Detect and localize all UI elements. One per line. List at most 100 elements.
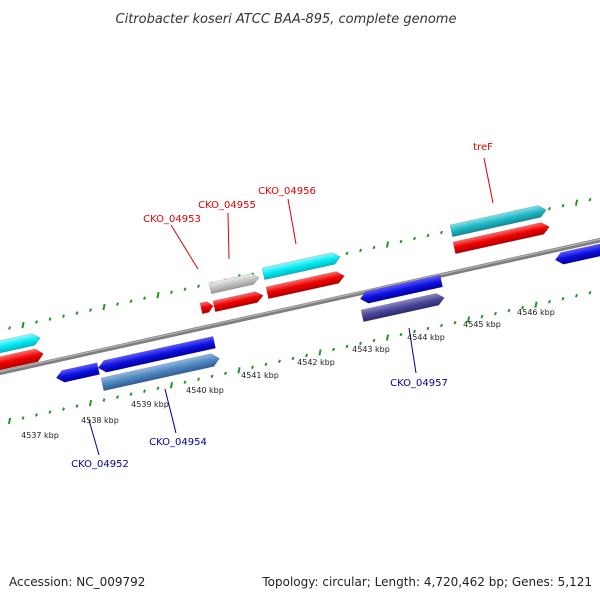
forward-scale-tick — [183, 287, 187, 291]
forward-scale-tick — [547, 206, 552, 211]
forward-scale-tick — [115, 302, 120, 306]
reverse-scale-tick — [142, 389, 147, 393]
forward-scale-tick — [75, 311, 79, 315]
label-leader-line — [164, 388, 177, 434]
reverse-scale-tick — [588, 290, 592, 295]
reverse-scale-tick — [88, 399, 93, 407]
reverse-scale-tick — [331, 347, 336, 352]
gene-cko-04956-cds — [261, 252, 341, 281]
reverse-scale-tick — [318, 349, 322, 356]
gene-label: CKO_04953 — [143, 214, 201, 225]
accession-text: Accession: NC_009792 — [9, 575, 145, 589]
reverse-scale-tick — [439, 323, 444, 328]
reverse-scale-tick — [115, 395, 120, 399]
reverse-scale-tick — [574, 293, 579, 298]
gene-tref-cds — [449, 205, 547, 238]
gene-cko-04956 — [265, 271, 345, 300]
forward-scale-tick — [34, 320, 39, 324]
scale-label: 4538 kbp — [81, 416, 119, 425]
reverse-scale-tick — [250, 365, 255, 370]
reverse-scale-tick — [223, 371, 228, 376]
reverse-scale-tick — [547, 299, 552, 304]
label-leader-line — [483, 157, 494, 204]
gene-label: CKO_04954 — [149, 437, 207, 448]
reverse-scale-tick — [61, 407, 66, 411]
map-title: Citrobacter koseri ATCC BAA-895, complet… — [116, 12, 457, 27]
gene-tref — [452, 222, 550, 255]
gene-label: CKO_04955 — [198, 200, 256, 211]
gene-label: CKO_04952 — [71, 459, 129, 470]
forward-scale-tick — [21, 321, 25, 329]
gene-features — [0, 205, 600, 391]
forward-scale-tick — [426, 233, 430, 238]
forward-scale-tick — [372, 245, 376, 250]
gene-label: CKO_04957 — [390, 378, 448, 389]
forward-scale-tick — [88, 308, 93, 312]
reverse-scale-tick — [345, 344, 349, 349]
genome-backbone-highlight — [0, 238, 600, 373]
gene-cko-04957 — [359, 274, 443, 304]
gene-cko-04957-cds — [360, 293, 445, 323]
gene-label: treF — [473, 142, 493, 153]
reverse-scale-tick — [480, 314, 484, 319]
reverse-scale-tick — [196, 377, 201, 381]
reverse-scale-tick — [399, 332, 403, 337]
scale-label: 4543 kbp — [352, 345, 390, 354]
reverse-scale-tick — [210, 374, 214, 379]
scale-label: 4540 kbp — [186, 386, 224, 395]
reverse-scale-tick — [75, 404, 79, 408]
reverse-scale-tick — [21, 416, 25, 420]
reverse-scale-tick — [169, 382, 174, 389]
reverse-scale-tick — [304, 353, 309, 358]
genome-backbone — [0, 237, 600, 376]
reverse-scale-tick — [358, 341, 363, 346]
forward-scale-tick — [439, 230, 444, 235]
forward-scale-tick — [561, 203, 565, 208]
label-leader-line — [227, 212, 230, 260]
gene-cko-04953 — [199, 301, 214, 315]
reverse-scale-tick — [34, 413, 39, 417]
label-leader-line — [408, 327, 417, 374]
gene-label: CKO_04956 — [258, 186, 316, 197]
forward-scale-tick — [102, 303, 106, 311]
reverse-scale-tick — [561, 296, 565, 301]
forward-scale-tick — [574, 199, 579, 206]
scale-label: 4546 kbp — [517, 308, 555, 317]
reverse-scale-tick — [277, 359, 282, 364]
gene-cko-04954-cds — [100, 353, 220, 391]
gene-forward-cyan — [0, 333, 41, 355]
forward-scale-tick — [358, 248, 363, 253]
reverse-scale-tick — [264, 362, 268, 367]
forward-scale-tick — [385, 241, 390, 248]
forward-scale-tick — [345, 251, 349, 256]
reverse-scale-tick — [426, 326, 430, 331]
reverse-scale-tick — [493, 311, 498, 316]
scale-label: 4542 kbp — [297, 358, 335, 367]
forward-scale-tick — [156, 292, 160, 299]
forward-scale-tick — [129, 299, 133, 303]
scale-labels: 4537 kbp 4538 kbp 4539 kbp 4540 kbp 4541 kbp… — [21, 308, 555, 440]
reverse-scale-tick — [520, 305, 525, 310]
label-leader-line — [287, 198, 297, 245]
forward-scale-tick — [142, 296, 147, 300]
reverse-scale-tick — [412, 329, 417, 334]
scale-label: 4539 kbp — [131, 400, 169, 409]
scale-label: 4544 kbp — [407, 333, 445, 342]
reverse-scale-tick — [466, 316, 471, 323]
reverse-scale-tick — [385, 334, 390, 341]
reverse-scale-tick — [453, 320, 457, 325]
reverse-scale-tick — [102, 398, 106, 402]
forward-scale-tick — [61, 314, 66, 318]
reverse-scale-tick — [156, 386, 160, 390]
scale-label: 4541 kbp — [241, 371, 279, 380]
gene-cko-04955 — [212, 291, 264, 313]
reverse-scale-tick — [534, 301, 538, 308]
topology-text: Topology: circular; Length: 4,720,462 bp… — [261, 575, 592, 589]
reverse-scale-tick — [129, 392, 133, 396]
forward-scale-tick — [7, 326, 12, 330]
gene-reverse-blue — [554, 242, 600, 265]
reverse-scale-tick — [48, 410, 52, 414]
forward-scale-tick — [169, 290, 174, 294]
